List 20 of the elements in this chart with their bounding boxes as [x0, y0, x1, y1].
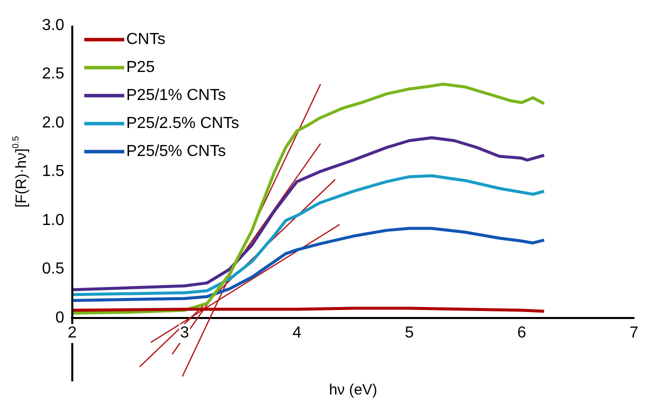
x-tick-label: 7 [630, 324, 639, 342]
legend-label: P25/5% CNTs [126, 143, 226, 160]
x-tick-label: 2 [68, 324, 77, 342]
legend-label: P25 [126, 59, 155, 76]
y-tick-label: 0.5 [42, 260, 64, 278]
y-tick-label: 2.0 [42, 114, 64, 132]
legend-label: P25/1% CNTs [126, 87, 226, 104]
x-tick-label: 4 [292, 324, 302, 342]
y-tick-label: 0 [55, 309, 64, 326]
x-tick-label: 3 [180, 324, 190, 342]
legend-label: CNTs [126, 31, 166, 48]
y-axis-title: [F(R)·hν]0.5 [10, 136, 30, 208]
x-axis-title: hν (eV) [328, 382, 378, 399]
y-tick-label: 2.5 [42, 66, 64, 83]
y-tick-label: 1.5 [42, 163, 64, 180]
y-tick-label: 3.0 [42, 17, 64, 34]
legend-label: P25/2.5% CNTs [126, 115, 240, 132]
y-tick-label: 1.0 [42, 212, 64, 229]
x-tick-label: 5 [404, 324, 414, 342]
x-tick-label: 6 [517, 324, 526, 342]
